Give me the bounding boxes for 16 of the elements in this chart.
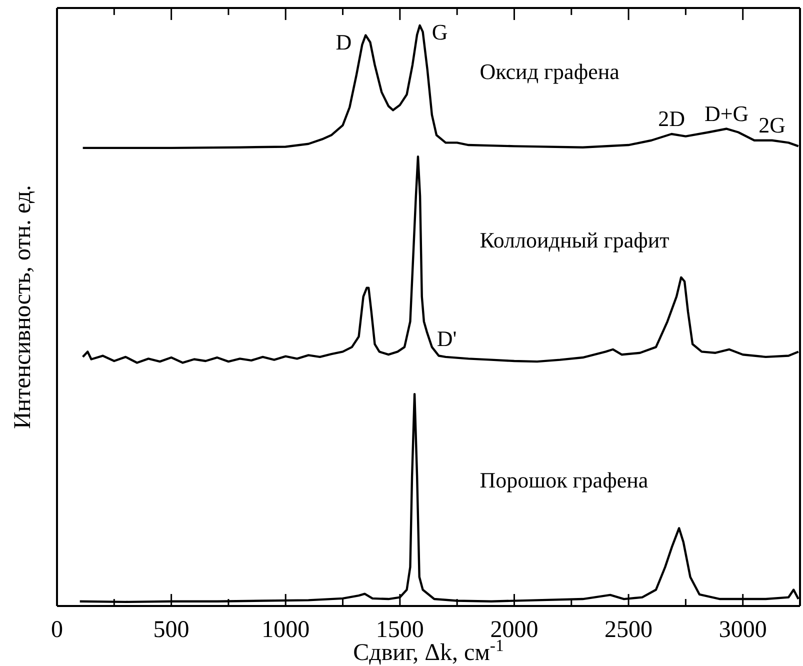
annotation: G xyxy=(432,19,448,44)
annotation: 2G xyxy=(758,112,786,138)
x-tick-label: 500 xyxy=(153,617,190,644)
annotation: D xyxy=(336,29,352,54)
annotation: 2D xyxy=(658,106,685,131)
annotation: D+G xyxy=(704,100,749,126)
annotation: D' xyxy=(436,326,457,351)
x-tick-label: 0 xyxy=(51,617,63,644)
text: Порошок графена xyxy=(480,467,648,492)
series-label: Коллоидный графит xyxy=(480,228,670,253)
x-tick-label: 3000 xyxy=(718,617,767,644)
x-tick-label: 1000 xyxy=(262,617,310,644)
text: Оксид графена xyxy=(480,59,620,84)
y-axis-title: Интенсивность, отн. ед. xyxy=(10,184,36,430)
x-tick-label: 1500 xyxy=(376,617,424,644)
x-tick-label: 2500 xyxy=(604,617,653,644)
